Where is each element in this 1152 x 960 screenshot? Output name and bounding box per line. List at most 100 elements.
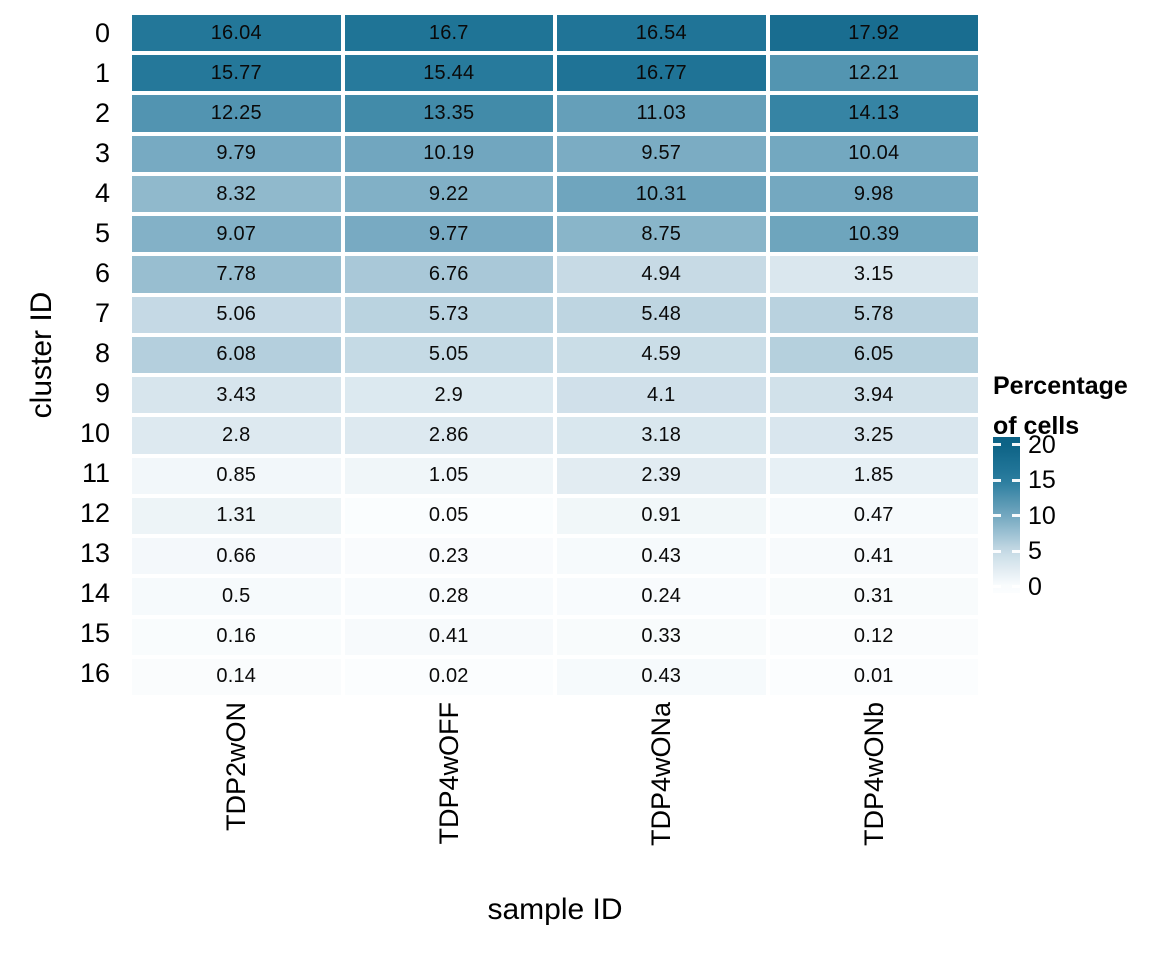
heatmap-cell: 0.16 [132,618,341,655]
legend-title: Percentage of cells [993,366,1152,446]
colorbar-tick-mark [993,549,1001,553]
colorbar-tick-mark [1012,478,1020,482]
heatmap-cell: 2.86 [344,417,553,454]
heatmap-cell: 0.14 [132,658,341,695]
colorbar-tick-mark [993,478,1001,482]
colorbar-tick-label: 10 [1028,501,1056,530]
y-tick-label: 3 [94,138,110,168]
heatmap-cell: 10.19 [344,135,553,172]
heatmap-cell: 12.21 [769,55,978,92]
heatmap-cell: 3.43 [132,377,341,414]
heatmap-cell: 0.24 [557,578,766,615]
y-tick-label: 7 [94,298,110,328]
heatmap-cell: 0.33 [557,618,766,655]
y-tick-label: 6 [94,258,110,288]
heatmap-cell: 0.12 [769,618,978,655]
x-tick-label: TDP4wONb [858,702,889,847]
legend-title-line1: Percentage [993,372,1128,400]
heatmap-cell: 5.48 [557,296,766,333]
heatmap-cell: 0.5 [132,578,341,615]
heatmap-cell: 16.54 [557,15,766,52]
colorbar-tick-mark [1012,443,1020,447]
heatmap-cell: 3.18 [557,417,766,454]
heatmap-cell: 16.04 [132,15,341,52]
colorbar-tick-label: 5 [1028,537,1042,566]
heatmap-cell: 15.44 [344,55,553,92]
heatmap-cell: 0.66 [132,538,341,575]
y-axis-labels: 0 1 2 3 4 5 6 7 8 9 10 11 12 13 14 15 16 [0,15,120,695]
heatmap-cell: 11.03 [557,95,766,132]
heatmap-cell: 16.7 [344,15,553,52]
y-tick-label: 2 [94,98,110,128]
heatmap-cell: 5.73 [344,296,553,333]
heatmap-cell: 8.32 [132,175,341,213]
heatmap-cell: 9.22 [344,175,553,213]
colorbar-tick-mark [993,443,1001,447]
heatmap-cell: 10.31 [557,175,766,213]
heatmap-cell: 0.01 [769,658,978,695]
y-tick-label: 10 [79,418,110,448]
colorbar-tick-mark [993,514,1001,518]
heatmap-cell: 0.02 [344,658,553,695]
x-tick-label: TDP2wON [221,702,252,832]
heatmap-cell: 0.28 [344,578,553,615]
y-tick-label: 14 [79,578,110,608]
x-axis-title: sample ID [487,893,623,926]
x-tick-label: TDP4wONa [646,702,677,847]
y-tick-label: 5 [94,218,110,248]
heatmap-cell: 0.05 [344,497,553,535]
legend-title-line2: of cells [993,412,1080,440]
heatmap-cell: 0.41 [769,538,978,575]
y-tick-label: 12 [79,498,110,528]
heatmap-cell: 0.91 [557,497,766,535]
heatmap-cell: 1.31 [132,497,341,535]
heatmap-cell: 1.05 [344,457,553,494]
heatmap-cell: 16.77 [557,55,766,92]
heatmap-cell: 2.9 [344,377,553,414]
heatmap-cell: 0.41 [344,618,553,655]
colorbar-tick-mark [1012,514,1020,518]
heatmap-cell: 4.94 [557,256,766,293]
heatmap-cell: 13.35 [344,95,553,132]
heatmap-cell: 17.92 [769,15,978,52]
colorbar-tick-mark [1012,549,1020,553]
heatmap-cell: 8.75 [557,216,766,253]
heatmap-cell: 6.05 [769,336,978,374]
heatmap-cell: 6.08 [132,336,341,374]
heatmap-cell: 5.06 [132,296,341,333]
colorbar-tick-label: 15 [1028,466,1056,495]
heatmap-cell: 4.1 [557,377,766,414]
heatmap-grid: 16.04 16.7 16.54 17.92 15.77 15.44 16.77 12.21 1… [132,15,978,695]
heatmap-cell: 6.76 [344,256,553,293]
y-tick-label: 9 [94,378,110,408]
y-axis-title: cluster ID [25,291,58,419]
heatmap-cell: 10.04 [769,135,978,172]
x-tick-label: TDP4wOFF [433,702,464,845]
heatmap-cell: 9.98 [769,175,978,213]
heatmap-cell: 14.13 [769,95,978,132]
heatmap-cell: 15.77 [132,55,341,92]
colorbar-tick-mark [1012,585,1020,589]
y-tick-label: 11 [81,458,110,488]
heatmap-cell: 0.23 [344,538,553,575]
heatmap-cell: 3.15 [769,256,978,293]
heatmap-cell: 0.43 [557,658,766,695]
heatmap-cell: 2.39 [557,457,766,494]
heatmap-cell: 5.05 [344,336,553,374]
heatmap-cell: 3.94 [769,377,978,414]
heatmap-cell: 9.79 [132,135,341,172]
heatmap-cell: 0.43 [557,538,766,575]
heatmap-cell: 9.07 [132,216,341,253]
heatmap-cell: 9.57 [557,135,766,172]
heatmap-cell: 7.78 [132,256,341,293]
heatmap-cell: 3.25 [769,417,978,454]
heatmap-cell: 0.85 [132,457,341,494]
y-tick-label: 8 [94,338,110,368]
y-tick-label: 4 [94,178,110,208]
colorbar-tick-mark [993,585,1001,589]
heatmap-cell: 4.59 [557,336,766,374]
y-tick-label: 13 [79,538,110,568]
heatmap-cell: 2.8 [132,417,341,454]
y-tick-label: 1 [94,58,110,88]
heatmap-cell: 1.85 [769,457,978,494]
